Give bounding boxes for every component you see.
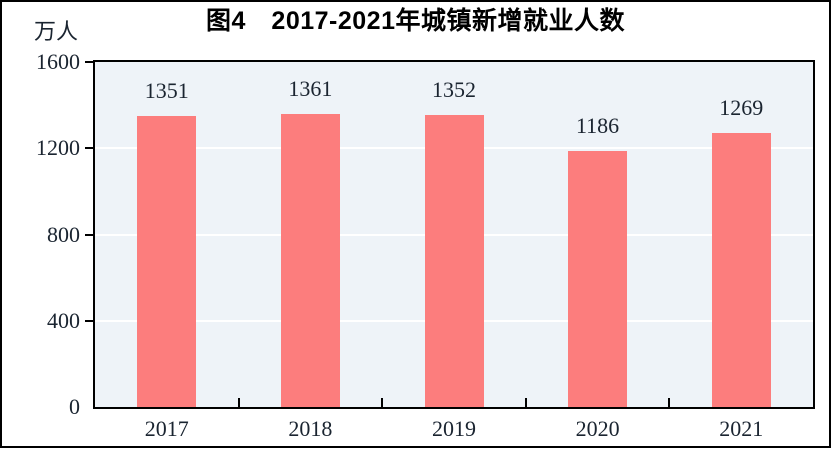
bar-value-label: 1351 (144, 77, 189, 103)
bar-2017 (137, 115, 197, 407)
bar-value-label: 1186 (576, 113, 620, 139)
y-axis-unit-label: 万人 (33, 19, 78, 44)
bar-2020 (568, 151, 628, 407)
y-axis-tick-mark (85, 319, 93, 322)
y-axis-tick-label: 800 (47, 221, 80, 247)
x-axis-tick-label: 2019 (432, 416, 476, 441)
x-axis-tick-label: 2017 (144, 416, 189, 441)
y-axis-tick-label: 1600 (36, 49, 80, 74)
y-axis-tick-label: 400 (47, 307, 80, 333)
plot-area: 1351 1361 1352 1186 1269 (93, 60, 815, 409)
bar-value-label: 1352 (432, 77, 476, 103)
bar-value-label: 1361 (288, 75, 333, 101)
y-axis-tick-mark (85, 233, 93, 236)
bar-2021 (711, 133, 771, 407)
y-axis-tick-mark (85, 147, 93, 150)
x-axis-boundary-tick (381, 398, 384, 407)
y-axis-tick-mark (85, 61, 93, 63)
y-axis-tick-label: 1200 (36, 135, 80, 161)
x-axis-tick-label: 2020 (575, 416, 620, 441)
x-axis-boundary-tick (524, 398, 527, 407)
bar-2018 (280, 113, 340, 407)
chart-title: 图4 2017-2021年城镇新增就业人数 (206, 7, 625, 35)
y-axis-tick-label: 0 (69, 394, 80, 419)
bar-value-label: 1269 (719, 95, 764, 121)
x-axis-tick-label: 2021 (719, 416, 764, 441)
x-axis-tick-label: 2018 (288, 416, 333, 441)
bar-2019 (424, 115, 484, 407)
x-axis-boundary-tick (237, 398, 240, 407)
x-axis-boundary-tick (668, 398, 671, 407)
